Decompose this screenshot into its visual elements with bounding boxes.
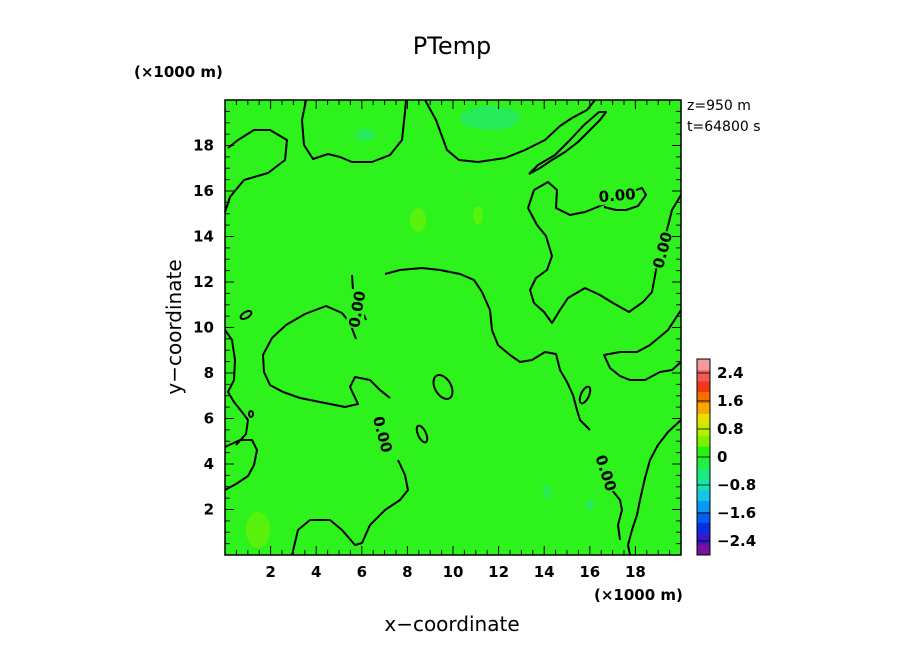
- contour-line: [248, 410, 254, 418]
- contour-line: [432, 374, 454, 400]
- colorbar-swatch: [697, 489, 710, 502]
- time-annotation: t=64800 s: [687, 119, 761, 135]
- y-tick-label: 10: [193, 319, 214, 337]
- contour-line: [578, 385, 592, 405]
- colorbar-swatch: [697, 359, 710, 371]
- y-unit-label: (×1000 m): [134, 63, 223, 81]
- colorbar-swatch: [697, 424, 710, 436]
- contour-line: [611, 489, 623, 541]
- y-tick-labels: 2 4 6 8 10 12 14 16 18: [193, 137, 214, 519]
- colorbar-tick-label: 0: [717, 448, 727, 466]
- colorbar-tick-label: −1.6: [717, 504, 756, 522]
- x-tick-label: 16: [579, 563, 600, 581]
- colorbar-tick-label: −2.4: [717, 532, 756, 550]
- contour-line: [528, 111, 607, 175]
- contour-line: [224, 439, 258, 491]
- colorbar-swatch: [697, 478, 710, 491]
- contour-line: [384, 267, 591, 431]
- colorbar-swatch: [697, 391, 710, 404]
- colorbar-swatch: [697, 413, 710, 425]
- y-tick-label: 6: [204, 410, 214, 428]
- contour-line: [415, 424, 429, 444]
- y-tick-label: 18: [193, 137, 214, 155]
- contour-line: [224, 329, 249, 446]
- axis-ticks: [225, 100, 681, 555]
- contour-line: [291, 459, 409, 556]
- field-patch: [460, 106, 520, 130]
- field-patch: [586, 499, 594, 511]
- colorbar-swatch: [697, 402, 710, 414]
- contour-line: [424, 99, 596, 163]
- contour-line: [627, 419, 682, 556]
- colorbar-swatch: [697, 435, 710, 447]
- contour-line: [262, 305, 391, 408]
- contour-line: [301, 99, 407, 163]
- field-patch: [355, 129, 375, 141]
- colorbar-swatch: [697, 544, 710, 556]
- colorbar-swatch: [697, 533, 710, 545]
- field-patch: [473, 206, 483, 224]
- y-axis-label: y−coordinate: [162, 259, 186, 394]
- plot-area: 0.000.000.000.000.00: [224, 99, 682, 556]
- level-annotation: z=950 m: [687, 98, 751, 114]
- x-tick-labels: 2 4 6 8 10 12 14 16 18: [265, 563, 645, 581]
- colorbar-tick-label: 1.6: [717, 392, 744, 410]
- contour-label-group: 0.00: [597, 184, 637, 206]
- colorbar-tick-label: −0.8: [717, 476, 756, 494]
- x-unit-label: (×1000 m): [594, 586, 683, 604]
- chart-title: PTemp: [413, 32, 491, 60]
- colorbar-swatch: [697, 457, 710, 469]
- contour-line: [239, 310, 253, 320]
- colorbar-swatch: [697, 522, 710, 534]
- colorbar-swatch: [697, 380, 710, 393]
- x-tick-label: 4: [311, 563, 321, 581]
- contour-label: 0.00: [598, 185, 636, 206]
- colorbar-swatch: [697, 511, 710, 523]
- colorbar-tick-label: 2.4: [717, 364, 744, 382]
- x-tick-label: 8: [402, 563, 412, 581]
- contour-lines: [224, 99, 682, 556]
- y-tick-label: 8: [204, 364, 214, 382]
- y-tick-label: 12: [193, 273, 214, 291]
- contour-label-bg: [369, 413, 396, 456]
- field-patch: [410, 208, 426, 232]
- x-tick-label: 6: [357, 563, 367, 581]
- colorbar-swatch: [697, 446, 710, 458]
- contour-label-bg: [345, 288, 369, 330]
- x-tick-label: 14: [534, 563, 555, 581]
- contour-label-bg: [597, 184, 637, 206]
- y-tick-label: 4: [204, 455, 214, 473]
- x-tick-label: 10: [443, 563, 464, 581]
- y-tick-label: 2: [204, 501, 214, 519]
- colorbar-swatch: [697, 500, 710, 512]
- field-patches: [246, 106, 594, 548]
- contour-label-bg: [649, 229, 676, 271]
- x-tick-label: 18: [625, 563, 646, 581]
- colorbar: 2.4 1.6 0.8 0 −0.8 −1.6 −2.4: [696, 358, 756, 556]
- colorbar-swatch: [697, 467, 710, 480]
- x-tick-label: 2: [265, 563, 275, 581]
- y-tick-label: 14: [193, 228, 214, 246]
- x-tick-label: 12: [488, 563, 509, 581]
- contour-line: [224, 129, 288, 213]
- contour-label-group: 0.00: [345, 288, 369, 330]
- x-axis-label: x−coordinate: [384, 612, 519, 636]
- contour-label-bg: [592, 452, 621, 494]
- field-patch: [246, 512, 270, 548]
- contour-line: [603, 309, 682, 381]
- y-tick-label: 16: [193, 182, 214, 200]
- colorbar-swatch: [697, 369, 710, 382]
- field-patch: [543, 485, 551, 499]
- colorbar-tick-label: 0.8: [717, 420, 744, 438]
